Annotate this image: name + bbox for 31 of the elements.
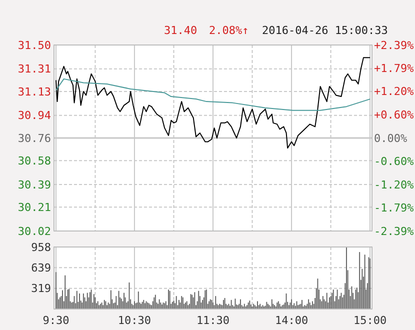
y-tick-label: 958 — [31, 240, 51, 254]
x-tick-label: 10:30 — [118, 314, 152, 327]
y-tick-label: 30.21 — [18, 200, 51, 214]
y2-tick-label: +0.60% — [374, 108, 414, 122]
y2-tick-label: +1.20% — [374, 85, 414, 98]
x-tick-label: 9:30 — [42, 314, 70, 327]
x-tick-label: 11:30 — [196, 314, 230, 327]
line-series — [55, 57, 371, 149]
y-tick-label: 639 — [31, 261, 51, 274]
y-tick-label: 31.50 — [18, 38, 51, 52]
y-tick-label: 31.31 — [18, 62, 51, 76]
y2-tick-label: -0.60% — [374, 155, 414, 168]
y-tick-label: 30.58 — [18, 154, 51, 168]
y-tick-label: 319 — [31, 282, 51, 296]
chart-title: 2016-04-26 15:00:33 — [262, 24, 388, 37]
x-tick-label: 14:00 — [274, 314, 308, 327]
y2-tick-label: +1.79% — [374, 62, 414, 76]
y-tick-label: 30.76 — [18, 132, 51, 145]
x-tick-label: 15:00 — [353, 314, 387, 327]
y2-tick-label: 0.00% — [374, 132, 408, 145]
y-tick-label: 30.94 — [18, 109, 52, 122]
text: 2.08%↑ — [209, 24, 249, 37]
y-tick-label: 30.02 — [18, 224, 51, 238]
y-tick-label: 31.13 — [18, 85, 51, 98]
text: 31.40 — [164, 24, 198, 37]
y-tick-label: 30.39 — [18, 178, 51, 192]
y2-tick-label: +2.39% — [374, 38, 414, 52]
y2-tick-label: -1.20% — [374, 178, 414, 192]
y2-tick-label: -2.39% — [374, 224, 414, 238]
y2-tick-label: -1.79% — [374, 202, 414, 215]
line-series — [55, 78, 371, 111]
